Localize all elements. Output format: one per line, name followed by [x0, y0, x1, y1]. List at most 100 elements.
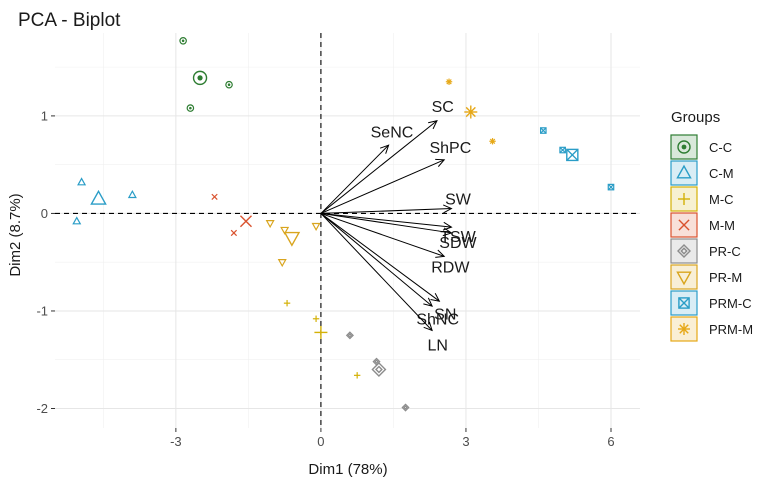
legend-label-m-c: M-C — [709, 192, 734, 207]
square-marker-diag-b — [678, 297, 690, 309]
square-marker — [678, 297, 690, 309]
point-m-c — [283, 299, 291, 307]
cross-marker-b — [678, 219, 690, 231]
variable-label-sc: SC — [432, 99, 454, 116]
variable-label-sdw: SDW — [439, 235, 477, 252]
variable-label-rdw: RDW — [431, 259, 470, 276]
arrow-sc — [320, 120, 438, 214]
centroid-prm-m — [464, 105, 478, 119]
point-m-m — [230, 229, 238, 237]
triangle-down-marker — [283, 231, 301, 247]
arrow-shnc — [320, 213, 433, 307]
diamond-marker — [401, 403, 410, 412]
point-pr-c — [345, 331, 354, 340]
square-marker — [566, 148, 579, 162]
diamond-marker — [371, 361, 387, 377]
square-marker-diag-b — [559, 146, 566, 154]
variable-label-sn: SN — [434, 307, 456, 324]
legend-label-m-m: M-M — [709, 218, 735, 233]
cross-marker-b — [211, 193, 218, 200]
point-pr-m — [280, 226, 290, 235]
triangle-down-marker — [277, 259, 287, 268]
legend-item-pr-c: PR-C — [670, 238, 741, 264]
triangle-down-marker — [676, 271, 692, 286]
y-tick-label: 0 — [41, 206, 48, 221]
legend: Groups C-C C-M M-C M-M PR-C PR-M PRM-C PRM-M — [670, 109, 753, 342]
arrow-shpc — [320, 159, 445, 214]
legend-key-symbol — [678, 219, 690, 231]
x-axis-title: Dim1 (78%) — [308, 461, 387, 478]
arrowhead-rdw — [435, 249, 446, 258]
legend-key-symbol — [678, 323, 690, 335]
point-prm-c — [607, 183, 615, 191]
centroid-c-c — [192, 70, 208, 86]
point-pr-m — [311, 222, 321, 232]
point-c-m — [127, 189, 137, 199]
point-prm-m — [489, 138, 496, 145]
legend-item-prm-c: PRM-C — [670, 290, 752, 316]
square-marker — [559, 146, 566, 154]
legend-item-prm-m: PRM-M — [670, 316, 753, 342]
legend-key-symbol — [677, 244, 691, 258]
plot-panel — [55, 33, 640, 428]
square-marker — [607, 183, 615, 191]
square-marker-diag-b — [566, 148, 579, 161]
arrow-sw — [320, 208, 452, 214]
variable-label-senc: SeNC — [371, 125, 414, 142]
legend-label-prm-c: PRM-C — [709, 296, 752, 311]
point-c-c — [225, 80, 233, 89]
point-c-m — [77, 177, 87, 186]
legend-label-pr-c: PR-C — [709, 244, 741, 259]
asterisk-marker-ray — [446, 79, 452, 85]
circle-marker — [192, 70, 208, 86]
centroid-c-m — [90, 189, 107, 205]
y-tick-label: -2 — [36, 401, 48, 416]
arrowhead-sc — [428, 120, 438, 130]
circle-marker-dot — [181, 39, 185, 43]
arrow-senc — [320, 144, 389, 214]
variable-label-ln: LN — [427, 337, 447, 354]
asterisk-marker-ray — [465, 106, 476, 118]
triangle-marker — [127, 189, 137, 199]
centroid-pr-c — [371, 361, 387, 377]
y-axis-title: Dim2 (8.7%) — [7, 193, 24, 276]
point-pr-m — [277, 259, 287, 268]
legend-item-c-m: C-M — [670, 160, 734, 186]
arrowhead-sw — [443, 204, 453, 214]
x-tick-label: 6 — [607, 434, 614, 449]
legend-key-box — [670, 134, 698, 160]
diamond-marker-inner — [347, 333, 353, 338]
square-marker — [539, 127, 547, 134]
point-prm-c — [559, 146, 566, 154]
square-marker-diag-b — [607, 183, 615, 191]
data-points — [72, 37, 615, 412]
triangle-down-marker — [280, 226, 290, 235]
legend-label-c-m: C-M — [709, 166, 734, 181]
diamond-marker-inner — [375, 365, 383, 374]
triangle-down-marker — [311, 222, 321, 232]
legend-item-c-c: C-C — [670, 134, 732, 160]
asterisk-marker-ray — [679, 324, 689, 334]
point-c-c — [179, 37, 187, 45]
legend-title: Groups — [671, 109, 720, 126]
variable-label-shpc: ShPC — [429, 140, 471, 157]
arrowhead-sn — [430, 293, 441, 302]
arrowhead-shpc — [435, 158, 446, 167]
square-marker-diag-b — [540, 127, 547, 134]
legend-item-m-c: M-C — [670, 186, 734, 212]
arrow-ln — [320, 213, 433, 331]
x-tick-label: -3 — [170, 434, 182, 449]
point-m-m — [211, 193, 218, 200]
y-tick-label: 1 — [41, 108, 48, 123]
arrow-tsw — [320, 212, 452, 228]
x-tick-label: 0 — [317, 434, 324, 449]
circle-marker-dot — [227, 83, 231, 86]
diamond-marker — [677, 244, 691, 258]
point-pr-m — [265, 220, 275, 229]
cross-marker-b — [239, 215, 252, 228]
point-pr-c — [401, 403, 410, 412]
legend-label-pr-m: PR-M — [709, 270, 742, 285]
asterisk-marker-ray — [489, 138, 496, 144]
